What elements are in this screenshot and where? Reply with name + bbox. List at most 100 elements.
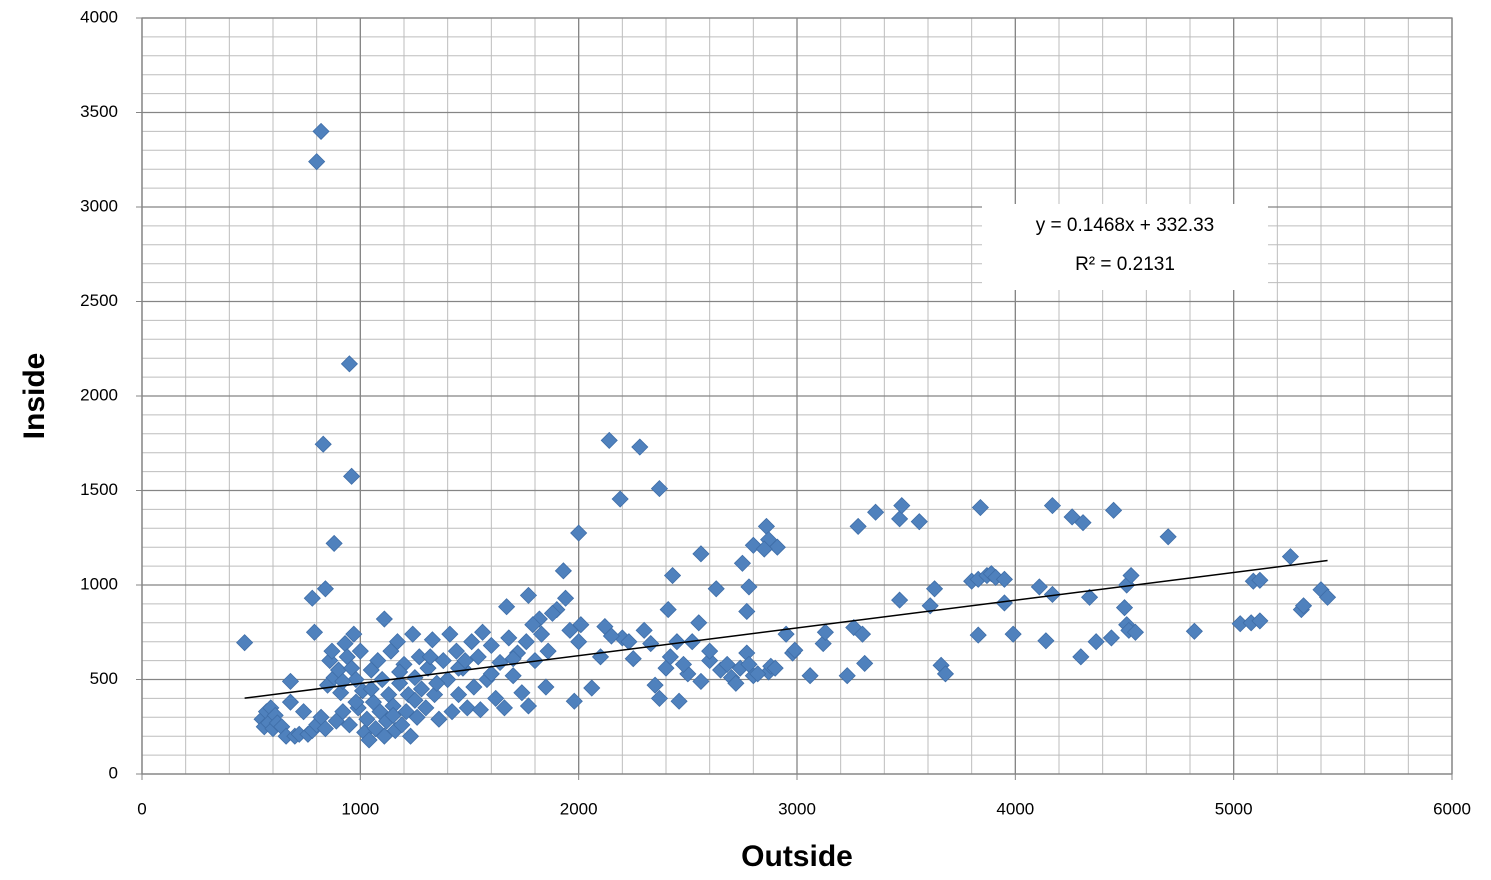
- trendline-label-box: [982, 204, 1268, 290]
- point: [1185, 622, 1203, 640]
- point: [814, 635, 832, 653]
- point: [465, 678, 483, 696]
- point: [441, 625, 459, 643]
- point: [406, 691, 424, 709]
- x-tick-label: 4000: [996, 799, 1034, 818]
- point: [443, 703, 461, 721]
- point: [417, 699, 435, 717]
- point: [1102, 629, 1120, 647]
- trendline-r-squared: R² = 0.2131: [1075, 254, 1175, 275]
- y-tick-label: 3000: [80, 196, 118, 215]
- point: [768, 538, 786, 556]
- point: [718, 655, 736, 673]
- x-tick-label: 0: [137, 799, 146, 818]
- point: [447, 642, 465, 660]
- x-axis-title: Outside: [741, 840, 853, 873]
- y-tick-label: 3500: [80, 102, 118, 121]
- point: [853, 625, 872, 643]
- point: [801, 667, 819, 685]
- point: [334, 703, 352, 721]
- trendline-equation: y = 0.1468x + 332.33: [1036, 215, 1215, 236]
- point: [500, 629, 518, 647]
- point: [519, 697, 538, 715]
- point: [408, 708, 426, 726]
- point: [1037, 632, 1055, 650]
- y-axis-title: Inside: [18, 353, 51, 440]
- point: [513, 684, 531, 702]
- x-tick-label: 3000: [778, 799, 816, 818]
- point: [469, 648, 487, 666]
- point: [375, 610, 393, 628]
- point: [624, 650, 642, 668]
- point: [281, 672, 300, 690]
- point: [1159, 528, 1177, 546]
- point: [740, 655, 758, 673]
- point: [434, 652, 452, 670]
- x-tick-label: 5000: [1215, 799, 1253, 818]
- point: [351, 642, 369, 660]
- point: [369, 652, 387, 670]
- point: [1043, 497, 1062, 515]
- point: [591, 648, 610, 666]
- point: [565, 692, 583, 710]
- point: [602, 627, 620, 645]
- point: [570, 524, 588, 542]
- point: [308, 153, 326, 171]
- point: [561, 621, 579, 639]
- point: [504, 650, 522, 668]
- point: [517, 633, 535, 651]
- y-tick-label: 4000: [80, 7, 118, 26]
- point: [388, 633, 407, 651]
- point: [537, 678, 555, 696]
- point: [430, 710, 448, 728]
- point: [727, 674, 745, 692]
- point: [661, 648, 679, 666]
- point: [1043, 585, 1062, 604]
- point: [236, 634, 254, 652]
- point: [519, 586, 538, 604]
- point: [838, 667, 856, 685]
- x-tick-label: 2000: [560, 799, 598, 818]
- point: [316, 720, 334, 738]
- point: [867, 503, 885, 521]
- point: [1105, 501, 1123, 519]
- point: [406, 669, 424, 687]
- point: [495, 699, 513, 717]
- y-tick-label: 2500: [80, 291, 118, 310]
- point: [663, 566, 682, 585]
- y-tick-label: 2000: [80, 385, 118, 404]
- point: [692, 672, 710, 690]
- point: [482, 636, 500, 655]
- point: [421, 648, 439, 666]
- point: [362, 680, 380, 698]
- point: [345, 625, 363, 643]
- point: [650, 480, 669, 498]
- point: [910, 513, 928, 531]
- point: [891, 510, 909, 528]
- point: [1004, 625, 1022, 643]
- point: [450, 686, 468, 704]
- point: [393, 716, 411, 734]
- point: [428, 674, 446, 692]
- point: [1126, 623, 1144, 641]
- point: [849, 517, 867, 535]
- point: [925, 580, 944, 598]
- point: [423, 631, 441, 649]
- point: [554, 562, 572, 580]
- point: [412, 680, 431, 698]
- point: [891, 591, 909, 609]
- point: [635, 621, 653, 639]
- point: [325, 534, 343, 552]
- point: [766, 659, 784, 677]
- point: [701, 652, 719, 670]
- point: [1074, 514, 1092, 532]
- point: [668, 633, 686, 651]
- point: [1087, 633, 1105, 651]
- point: [391, 663, 409, 681]
- point: [757, 517, 775, 535]
- point: [969, 626, 987, 644]
- point: [491, 653, 509, 672]
- y-tick-label: 1500: [80, 480, 118, 499]
- point: [1251, 612, 1269, 630]
- point: [456, 652, 474, 670]
